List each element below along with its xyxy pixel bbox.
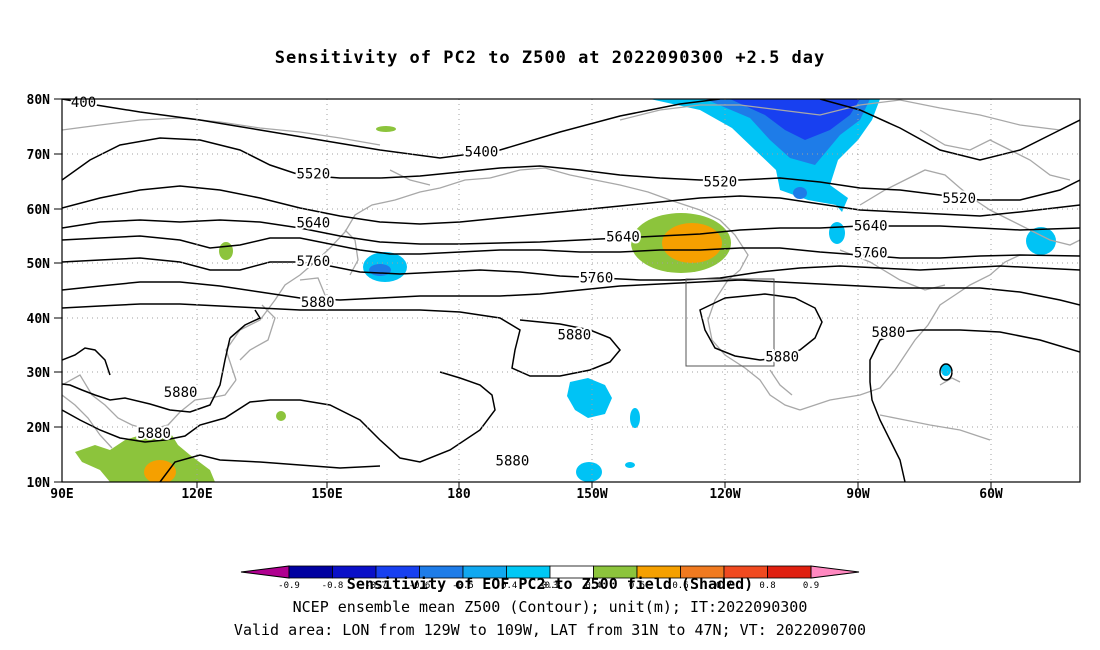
contour-5640 [62,219,1080,245]
colorbar-tick-label: -0.8 [322,581,344,591]
lon-label: 60W [979,487,1003,502]
lat-label: 60N [27,203,51,218]
latitude-labels: 80N 70N 60N 50N 40N 30N 20N 10N [27,93,51,491]
contour-5400 [819,99,1080,161]
lat-label: 40N [27,312,51,327]
longitude-ticks [196,482,992,488]
negative-sensitivity-spot [625,462,635,468]
map-frame [61,98,1081,483]
positive-sensitivity-spot [276,411,286,421]
contour-5880 [159,454,381,482]
contour-label: 400 [71,95,96,111]
positive-sensitivity-spot [376,126,396,132]
negative-sensitivity-spot [369,264,391,276]
coastlines [62,99,1080,449]
contour-5760 [62,257,1080,281]
contour-5880 [62,303,621,377]
negative-sensitivity-spot [567,378,612,418]
contour-5880 [869,329,921,482]
lon-label: 90E [50,487,73,502]
lat-label: 30N [27,366,51,381]
lat-label: 80N [27,93,51,108]
colorbar-tick-label: 0.5 [629,581,645,591]
colorbar-tick-label: 0.9 [803,581,819,591]
contour-label: 5520 [703,175,737,191]
negative-sensitivity-spot [1026,227,1056,255]
lat-label: 70N [27,148,51,163]
colorbar-tick-label: -0.3 [539,581,561,591]
contour-label: 5640 [854,218,888,234]
contour-5880 [62,371,496,463]
colorbar-arrow-high [810,565,860,579]
contour-label: 5880 [557,328,591,344]
colorbar-tick-label: -0.4 [496,581,518,591]
contour-5520 [62,185,1080,225]
colorbar-tick-label: -0.9 [278,581,300,591]
contour-5880 [920,329,1080,353]
contour-label: 5760 [296,254,330,270]
negative-sensitivity-spot [941,364,951,376]
negative-sensitivity-peak [730,99,860,140]
contour-5880 [699,293,823,361]
contour-label: 5880 [164,385,198,401]
colorbar-tick-label: -0.5 [452,581,474,591]
positive-sensitivity-core [144,460,176,482]
colorbar-tick-label: -0.7 [365,581,387,591]
negative-sensitivity-spot [630,408,640,428]
negative-sensitivity-spot [829,222,845,244]
contour-5520 [62,137,1080,201]
contour-label: 5520 [942,191,976,207]
colorbar-tick-label: 0.4 [585,581,601,591]
lon-label: 90W [846,487,870,502]
caption-valid-area: Valid area: LON from 129W to 109W, LAT f… [233,621,867,639]
positive-sensitivity-area [75,432,215,482]
positive-sensitivity-core [662,223,722,263]
negative-sensitivity-spot [793,187,807,199]
lat-label: 50N [27,257,51,272]
contour-label: 5520 [296,166,330,182]
colorbar-tick-label: 0.6 [672,581,688,591]
colorbar-tick-label: 0.3 [542,581,558,591]
caption-shading: Sensitivity of EOF PC2 to Z500 field (Sh… [346,575,754,593]
colorbar-tick-label: 0.8 [759,581,775,591]
contour-5640 [62,235,1080,259]
contour-label: 5880 [137,426,171,442]
chart-title: Sensitivity of PC2 to Z500 at 2022090300… [274,48,826,68]
lat-label: 10N [27,476,51,491]
lon-label: 150W [576,487,607,502]
contour-label: 5880 [765,350,799,366]
contour-label: 5400 [465,144,499,160]
contour-labels: 400 5400 5520 5520 5520 5640 5640 5640 5760 5760 5… [69,93,978,471]
contour-label: 5640 [296,216,330,232]
longitude-labels: 90E 120E 150E 180 150W 120W 90W 60W [50,487,1003,502]
contour-label: 5760 [580,270,614,286]
contour-5760 [62,279,1080,306]
lon-label: 120E [181,487,212,502]
contour-5880 [62,347,111,376]
lat-label: 20N [27,421,51,436]
contour-label: 5880 [301,295,335,311]
contour-5880 [229,309,262,339]
lon-label: 180 [447,487,471,502]
positive-sensitivity-spot [219,242,233,260]
colorbar: -0.9 -0.8 -0.7 -0.6 -0.5 -0.4 -0.30.3 0.4 0.5 0.6… [240,565,860,591]
contour-label: 5640 [606,229,640,245]
latitude-ticks [54,98,62,483]
lon-label: 150E [311,487,342,502]
lon-label: 120W [709,487,740,502]
negative-sensitivity-spot [576,462,602,482]
contour-label: 5880 [496,454,530,470]
valid-area-box [685,278,775,367]
contour-label: 5880 [872,325,906,341]
contour-5400 [62,99,721,159]
z500-contours [62,99,1080,482]
contour-label: 5760 [854,246,888,262]
caption-contour: NCEP ensemble mean Z500 (Contour); unit(… [292,598,808,616]
colorbar-tick-label: -0.6 [409,581,431,591]
colorbar-tick-label: 0.7 [716,581,732,591]
contour-5880 [62,337,231,413]
